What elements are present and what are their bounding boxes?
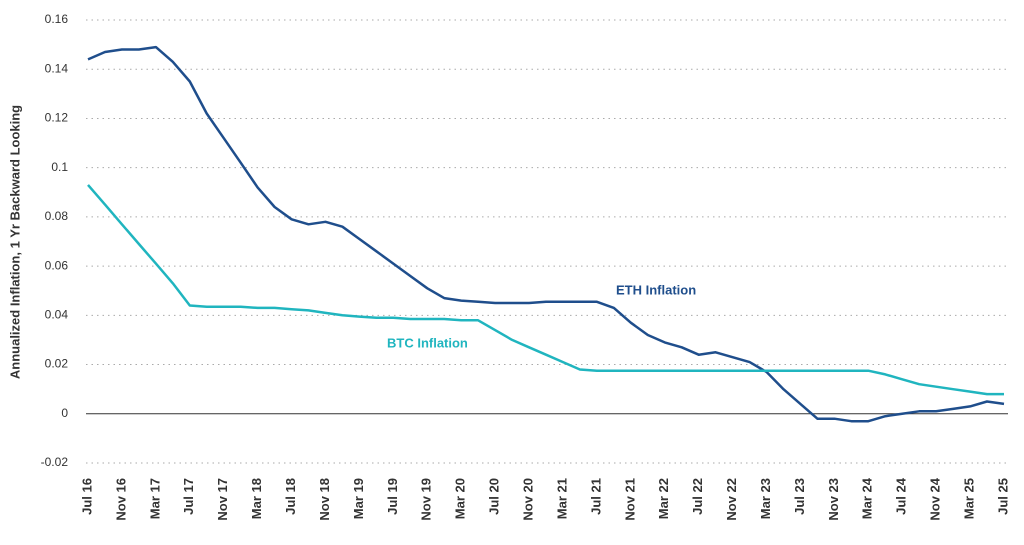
- x-tick-label: Mar 25: [962, 478, 977, 519]
- x-tick-label: Jul 19: [385, 478, 400, 515]
- y-tick-label: 0.16: [45, 12, 69, 26]
- series-label: ETH Inflation: [616, 282, 696, 297]
- x-tick-label: Nov 21: [622, 478, 637, 521]
- x-tick-label: Mar 22: [656, 478, 671, 519]
- x-tick-label: Jul 18: [283, 478, 298, 515]
- x-tick-label: Jul 20: [487, 478, 502, 515]
- x-tick-label: Mar 24: [860, 477, 875, 519]
- x-tick-label: Jul 24: [894, 477, 909, 515]
- y-tick-label: 0.08: [45, 209, 69, 223]
- y-tick-label: 0.14: [45, 61, 69, 75]
- x-tick-label: Mar 17: [147, 478, 162, 519]
- y-axis-label: Annualized Inflation, 1 Yr Backward Look…: [7, 105, 22, 379]
- x-tick-label: Mar 18: [249, 478, 264, 519]
- x-tick-label: Nov 17: [215, 478, 230, 521]
- y-tick-label: 0.06: [45, 258, 69, 272]
- x-tick-label: Nov 22: [724, 478, 739, 521]
- x-tick-label: Mar 19: [351, 478, 366, 519]
- y-tick-label: -0.02: [41, 455, 69, 469]
- x-tick-label: Nov 16: [113, 478, 128, 521]
- x-tick-label: Jul 22: [690, 478, 705, 515]
- x-tick-label: Jul 23: [792, 478, 807, 515]
- series-line: [87, 45, 1005, 423]
- x-tick-label: Nov 20: [520, 478, 535, 521]
- y-tick-label: 0.04: [45, 308, 69, 322]
- x-tick-label: Jul 21: [588, 478, 603, 515]
- x-tick-label: Nov 24: [928, 477, 943, 520]
- y-tick-label: 0.1: [51, 160, 68, 174]
- x-tick-label: Nov 23: [826, 478, 841, 521]
- x-tick-label: Nov 19: [419, 478, 434, 521]
- x-tick-label: Mar 23: [758, 478, 773, 519]
- series-label: BTC Inflation: [387, 335, 468, 350]
- y-tick-label: 0: [61, 406, 68, 420]
- x-tick-label: Nov 18: [317, 478, 332, 521]
- x-tick-label: Jul 17: [181, 478, 196, 515]
- x-tick-label: Mar 20: [453, 478, 468, 519]
- y-tick-label: 0.02: [45, 357, 69, 371]
- x-tick-label: Jul 25: [995, 478, 1010, 515]
- y-tick-label: 0.12: [45, 111, 69, 125]
- x-tick-label: Jul 16: [79, 478, 94, 515]
- x-tick-label: Mar 21: [554, 478, 569, 519]
- series-line: [87, 184, 1004, 396]
